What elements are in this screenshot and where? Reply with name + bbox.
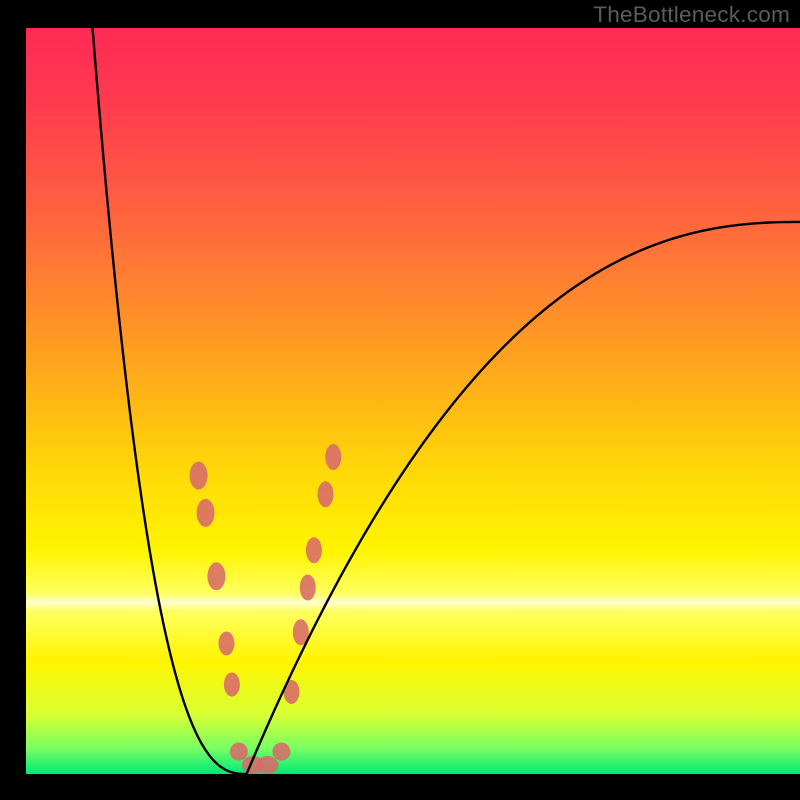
watermark-text: TheBottleneck.com: [593, 2, 790, 28]
bead-marker: [207, 562, 225, 590]
bead-marker: [300, 575, 316, 601]
bead-marker: [197, 499, 215, 527]
bead-marker: [224, 672, 240, 696]
frame-bottom: [0, 774, 800, 800]
gradient-background: [26, 28, 800, 774]
bead-marker: [190, 462, 208, 490]
bead-marker: [230, 743, 248, 761]
bead-marker: [318, 481, 334, 507]
bead-marker: [256, 756, 278, 774]
frame-left: [0, 0, 26, 800]
bottleneck-chart-svg: [0, 0, 800, 800]
chart-canvas: TheBottleneck.com: [0, 0, 800, 800]
bead-marker: [272, 743, 290, 761]
bead-marker: [218, 631, 234, 655]
bead-marker: [306, 537, 322, 563]
bead-marker: [325, 444, 341, 470]
